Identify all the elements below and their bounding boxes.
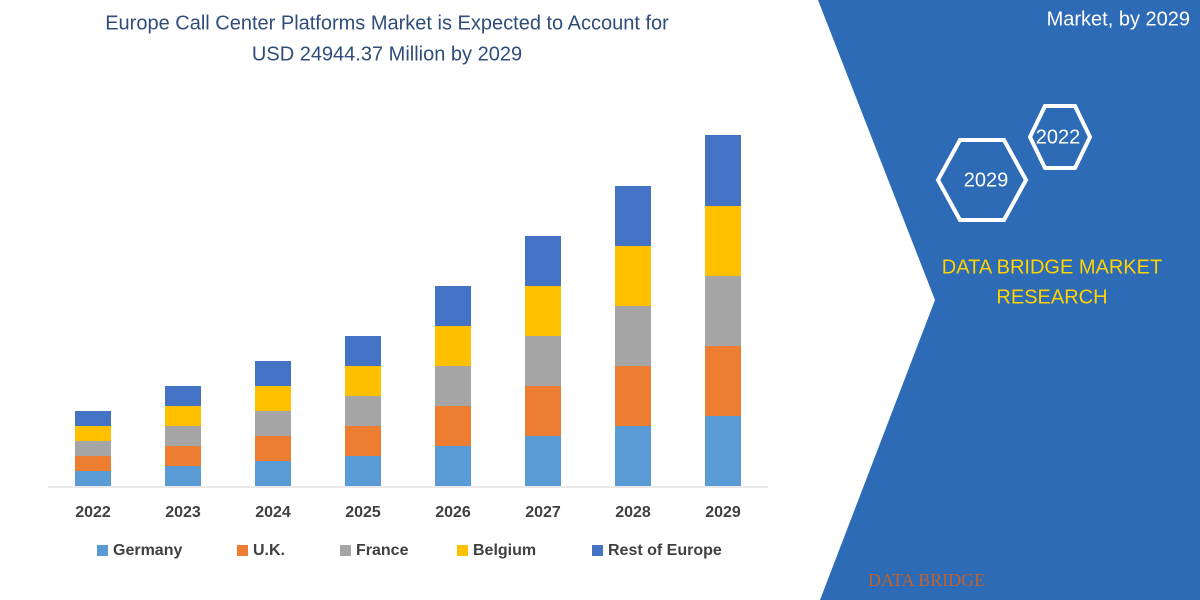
bar-segment [435, 326, 471, 366]
bar-segment [615, 426, 651, 486]
bar-segment [615, 246, 651, 306]
bar-segment [165, 426, 201, 446]
hexagon-label: 2029 [964, 169, 1009, 191]
bar-segment [615, 306, 651, 366]
bar-segment [705, 135, 741, 206]
bar-segment [165, 386, 201, 406]
legend-label: U.K. [253, 542, 285, 559]
bar-segment [525, 336, 561, 386]
bar-segment [255, 411, 291, 436]
legend-swatch [237, 545, 248, 556]
bar-segment [165, 446, 201, 466]
brand-text: DATA BRIDGE MARKET [942, 256, 1162, 278]
legend-label: Germany [113, 542, 182, 559]
side-panel [818, 0, 1200, 600]
bar-segment [75, 471, 111, 486]
logo-text: DATA BRIDGE [868, 570, 985, 590]
bar-segment [345, 336, 381, 366]
legend-swatch [340, 545, 351, 556]
legend-label: Belgium [473, 542, 536, 559]
legend-label: France [356, 542, 409, 559]
hexagon-label: 2022 [1036, 126, 1081, 148]
bar-segment [255, 436, 291, 461]
chart-title: Europe Call Center Platforms Market is E… [105, 12, 669, 34]
legend-swatch [97, 545, 108, 556]
x-tick-label: 2024 [255, 504, 291, 521]
x-tick-label: 2028 [615, 504, 651, 521]
bar-segment [75, 441, 111, 456]
bar-segment [705, 206, 741, 276]
legend-swatch [592, 545, 603, 556]
bar-segment [435, 406, 471, 446]
x-tick-label: 2022 [75, 504, 111, 521]
panel-heading: Market, by 2029 [1047, 8, 1190, 30]
bar-segment [75, 411, 111, 426]
bar-segment [435, 446, 471, 486]
x-tick-label: 2029 [705, 504, 741, 521]
bar-segment [525, 286, 561, 336]
x-tick-label: 2026 [435, 504, 471, 521]
bar-segment [165, 466, 201, 486]
bar-segment [525, 386, 561, 436]
bar-segment [345, 426, 381, 456]
bar-segment [525, 436, 561, 486]
hexagon [935, 138, 1029, 222]
bar-segment [435, 286, 471, 326]
bar-segment [75, 456, 111, 471]
bar-segment [705, 276, 741, 346]
legend-swatch [457, 545, 468, 556]
bar-segment [75, 426, 111, 441]
x-tick-label: 2027 [525, 504, 561, 521]
bar-segment [705, 346, 741, 416]
x-tick-label: 2025 [345, 504, 381, 521]
bar-segment [345, 456, 381, 486]
bar-segment [345, 396, 381, 426]
bar-segment [435, 366, 471, 406]
bar-segment [255, 461, 291, 486]
brand-text: RESEARCH [996, 286, 1107, 308]
hexagon [1027, 104, 1093, 170]
bar-segment [165, 406, 201, 426]
bar-segment [705, 416, 741, 486]
chart-title: USD 24944.37 Million by 2029 [252, 43, 522, 65]
bar-segment [255, 361, 291, 386]
bar-segment [345, 366, 381, 396]
bar-segment [615, 366, 651, 426]
bar-segment [525, 236, 561, 286]
legend-label: Rest of Europe [608, 542, 722, 559]
bar-segment [255, 386, 291, 411]
x-tick-label: 2023 [165, 504, 201, 521]
bar-segment [615, 186, 651, 246]
